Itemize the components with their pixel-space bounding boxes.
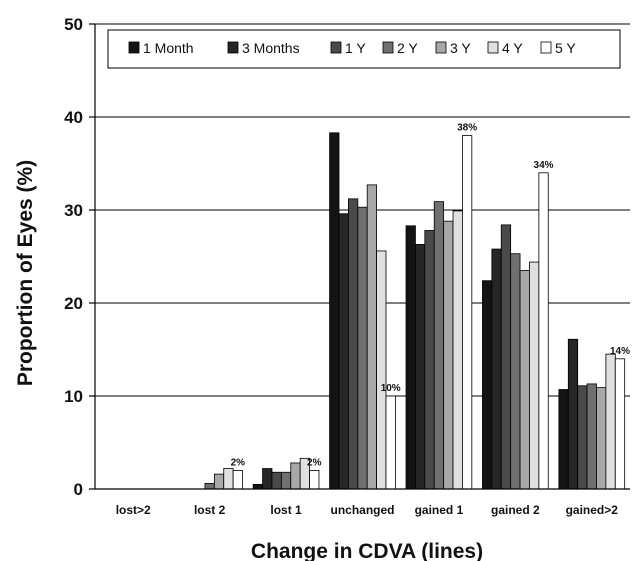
y-tick-label: 10 [64, 387, 83, 406]
data-labels: 2% 2% 10% 38% 34% 14% [231, 123, 630, 469]
legend-swatch [540, 41, 552, 54]
y-tick-label: 40 [64, 108, 83, 127]
bar [567, 338, 579, 490]
data-label: 10% [381, 383, 401, 394]
y-tick-label: 20 [64, 294, 83, 313]
bar [605, 353, 616, 490]
legend-swatch [330, 41, 342, 54]
legend: 1 Month 3 Months 1 Y 2 Y 3 Y 4 Y 5 Y [107, 29, 621, 69]
bar [558, 389, 569, 490]
bar [415, 244, 426, 490]
bar [614, 358, 626, 490]
bar [519, 270, 530, 490]
legend-swatch [435, 41, 447, 54]
y-axis-title: Proportion of Eyes (%) [14, 160, 37, 386]
bar [462, 135, 473, 490]
bar [223, 468, 234, 490]
bar [252, 483, 263, 490]
bar [433, 201, 445, 490]
bar [538, 172, 549, 490]
legend-label: 1 Month [143, 40, 194, 56]
axes [89, 23, 630, 490]
bar [271, 471, 282, 490]
bar [529, 261, 540, 490]
bar [500, 224, 512, 490]
bar [452, 210, 463, 490]
bar [385, 395, 396, 490]
bar [482, 280, 493, 490]
bar [366, 184, 378, 490]
bar [596, 387, 607, 490]
x-tick-label: lost 2 [194, 503, 226, 517]
bar [290, 462, 301, 490]
data-label: 34% [534, 160, 554, 171]
legend-label: 3 Y [450, 40, 471, 56]
bar [262, 468, 273, 490]
bar [338, 213, 349, 490]
bar [424, 230, 435, 490]
x-tick-label: lost 1 [270, 503, 302, 517]
data-label: 2% [307, 457, 322, 468]
x-tick-label: gained>2 [566, 503, 619, 517]
y-tick-label: 0 [74, 480, 83, 499]
data-label: 14% [610, 346, 630, 357]
bar [280, 471, 292, 490]
bar [347, 198, 359, 490]
y-tick-label: 30 [64, 201, 83, 220]
x-tick-label: gained 2 [491, 503, 540, 517]
bar [329, 132, 340, 490]
bar [204, 483, 215, 490]
data-label: 2% [231, 457, 246, 468]
legend-swatch [128, 41, 140, 54]
bars [204, 132, 626, 490]
bar [443, 220, 454, 490]
legend-label: 3 Months [242, 40, 300, 56]
x-tick-labels: lost>2 lost 2 lost 1 unchanged gained 1 gaine… [116, 503, 619, 517]
bar [586, 383, 597, 490]
legend-swatch [227, 41, 239, 54]
x-tick-label: unchanged [330, 503, 394, 517]
bar [213, 473, 225, 490]
bar [357, 206, 368, 490]
legend-label: 4 Y [502, 40, 523, 56]
legend-box [107, 29, 621, 69]
y-tick-labels: 0 10 20 30 40 50 [64, 15, 83, 499]
bar [405, 225, 416, 490]
bar [510, 253, 521, 490]
bar [309, 469, 320, 490]
legend-swatch [382, 41, 394, 54]
data-label: 38% [457, 123, 477, 134]
bar [491, 248, 502, 490]
x-tick-label: gained 1 [415, 503, 464, 517]
y-tick-label: 50 [64, 15, 83, 34]
bar [577, 385, 588, 490]
x-axis-title: Change in CDVA (lines) [251, 540, 483, 561]
legend-label: 5 Y [555, 40, 576, 56]
legend-label: 2 Y [397, 40, 418, 56]
x-tick-label: lost>2 [116, 503, 151, 517]
bar [232, 469, 243, 490]
bar [376, 250, 387, 490]
legend-label: 1 Y [345, 40, 366, 56]
legend-swatch [487, 41, 499, 54]
